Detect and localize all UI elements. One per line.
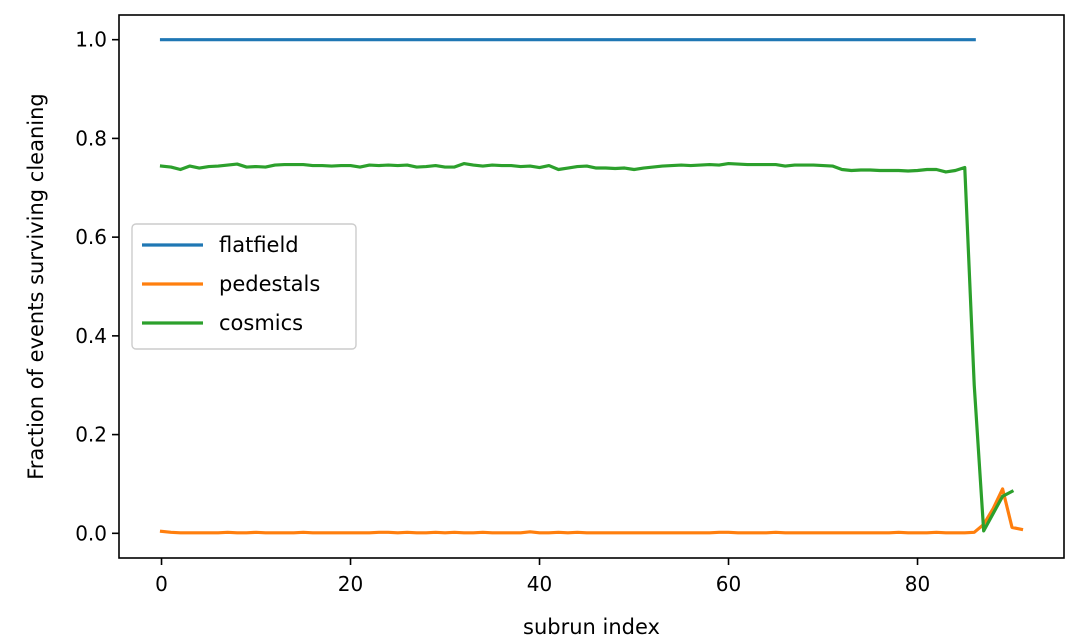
y-axis-label: Fraction of events surviving cleaning	[24, 93, 48, 480]
y-tick-label: 0.2	[75, 423, 107, 447]
y-tick-label: 0.4	[75, 324, 107, 348]
series-line-pedestals	[159, 487, 1024, 535]
y-tick-label: 1.0	[75, 28, 107, 52]
series-layer	[159, 38, 1024, 535]
y-tick-label: 0.0	[75, 521, 107, 545]
legend-label-cosmics: cosmics	[219, 311, 303, 335]
x-tick-label: 80	[905, 572, 930, 596]
legend: flatfield pedestals cosmics	[131, 223, 357, 350]
x-tick-label: 60	[716, 572, 741, 596]
legend-box	[131, 223, 357, 350]
y-axis: 0.0 0.2 0.4 0.6 0.8 1.0	[75, 28, 119, 545]
legend-label-flatfield: flatfield	[219, 233, 299, 257]
series-line-cosmics	[159, 161, 1015, 533]
y-tick-label: 0.8	[75, 126, 107, 150]
x-tick-label: 0	[155, 572, 168, 596]
x-axis: 0 20 40 60 80	[155, 558, 930, 596]
x-tick-label: 40	[527, 572, 552, 596]
y-tick-label: 0.6	[75, 225, 107, 249]
plot-frame	[118, 14, 1065, 559]
x-tick-label: 20	[338, 572, 363, 596]
legend-label-pedestals: pedestals	[219, 272, 320, 296]
x-axis-label: subrun index	[523, 615, 660, 639]
